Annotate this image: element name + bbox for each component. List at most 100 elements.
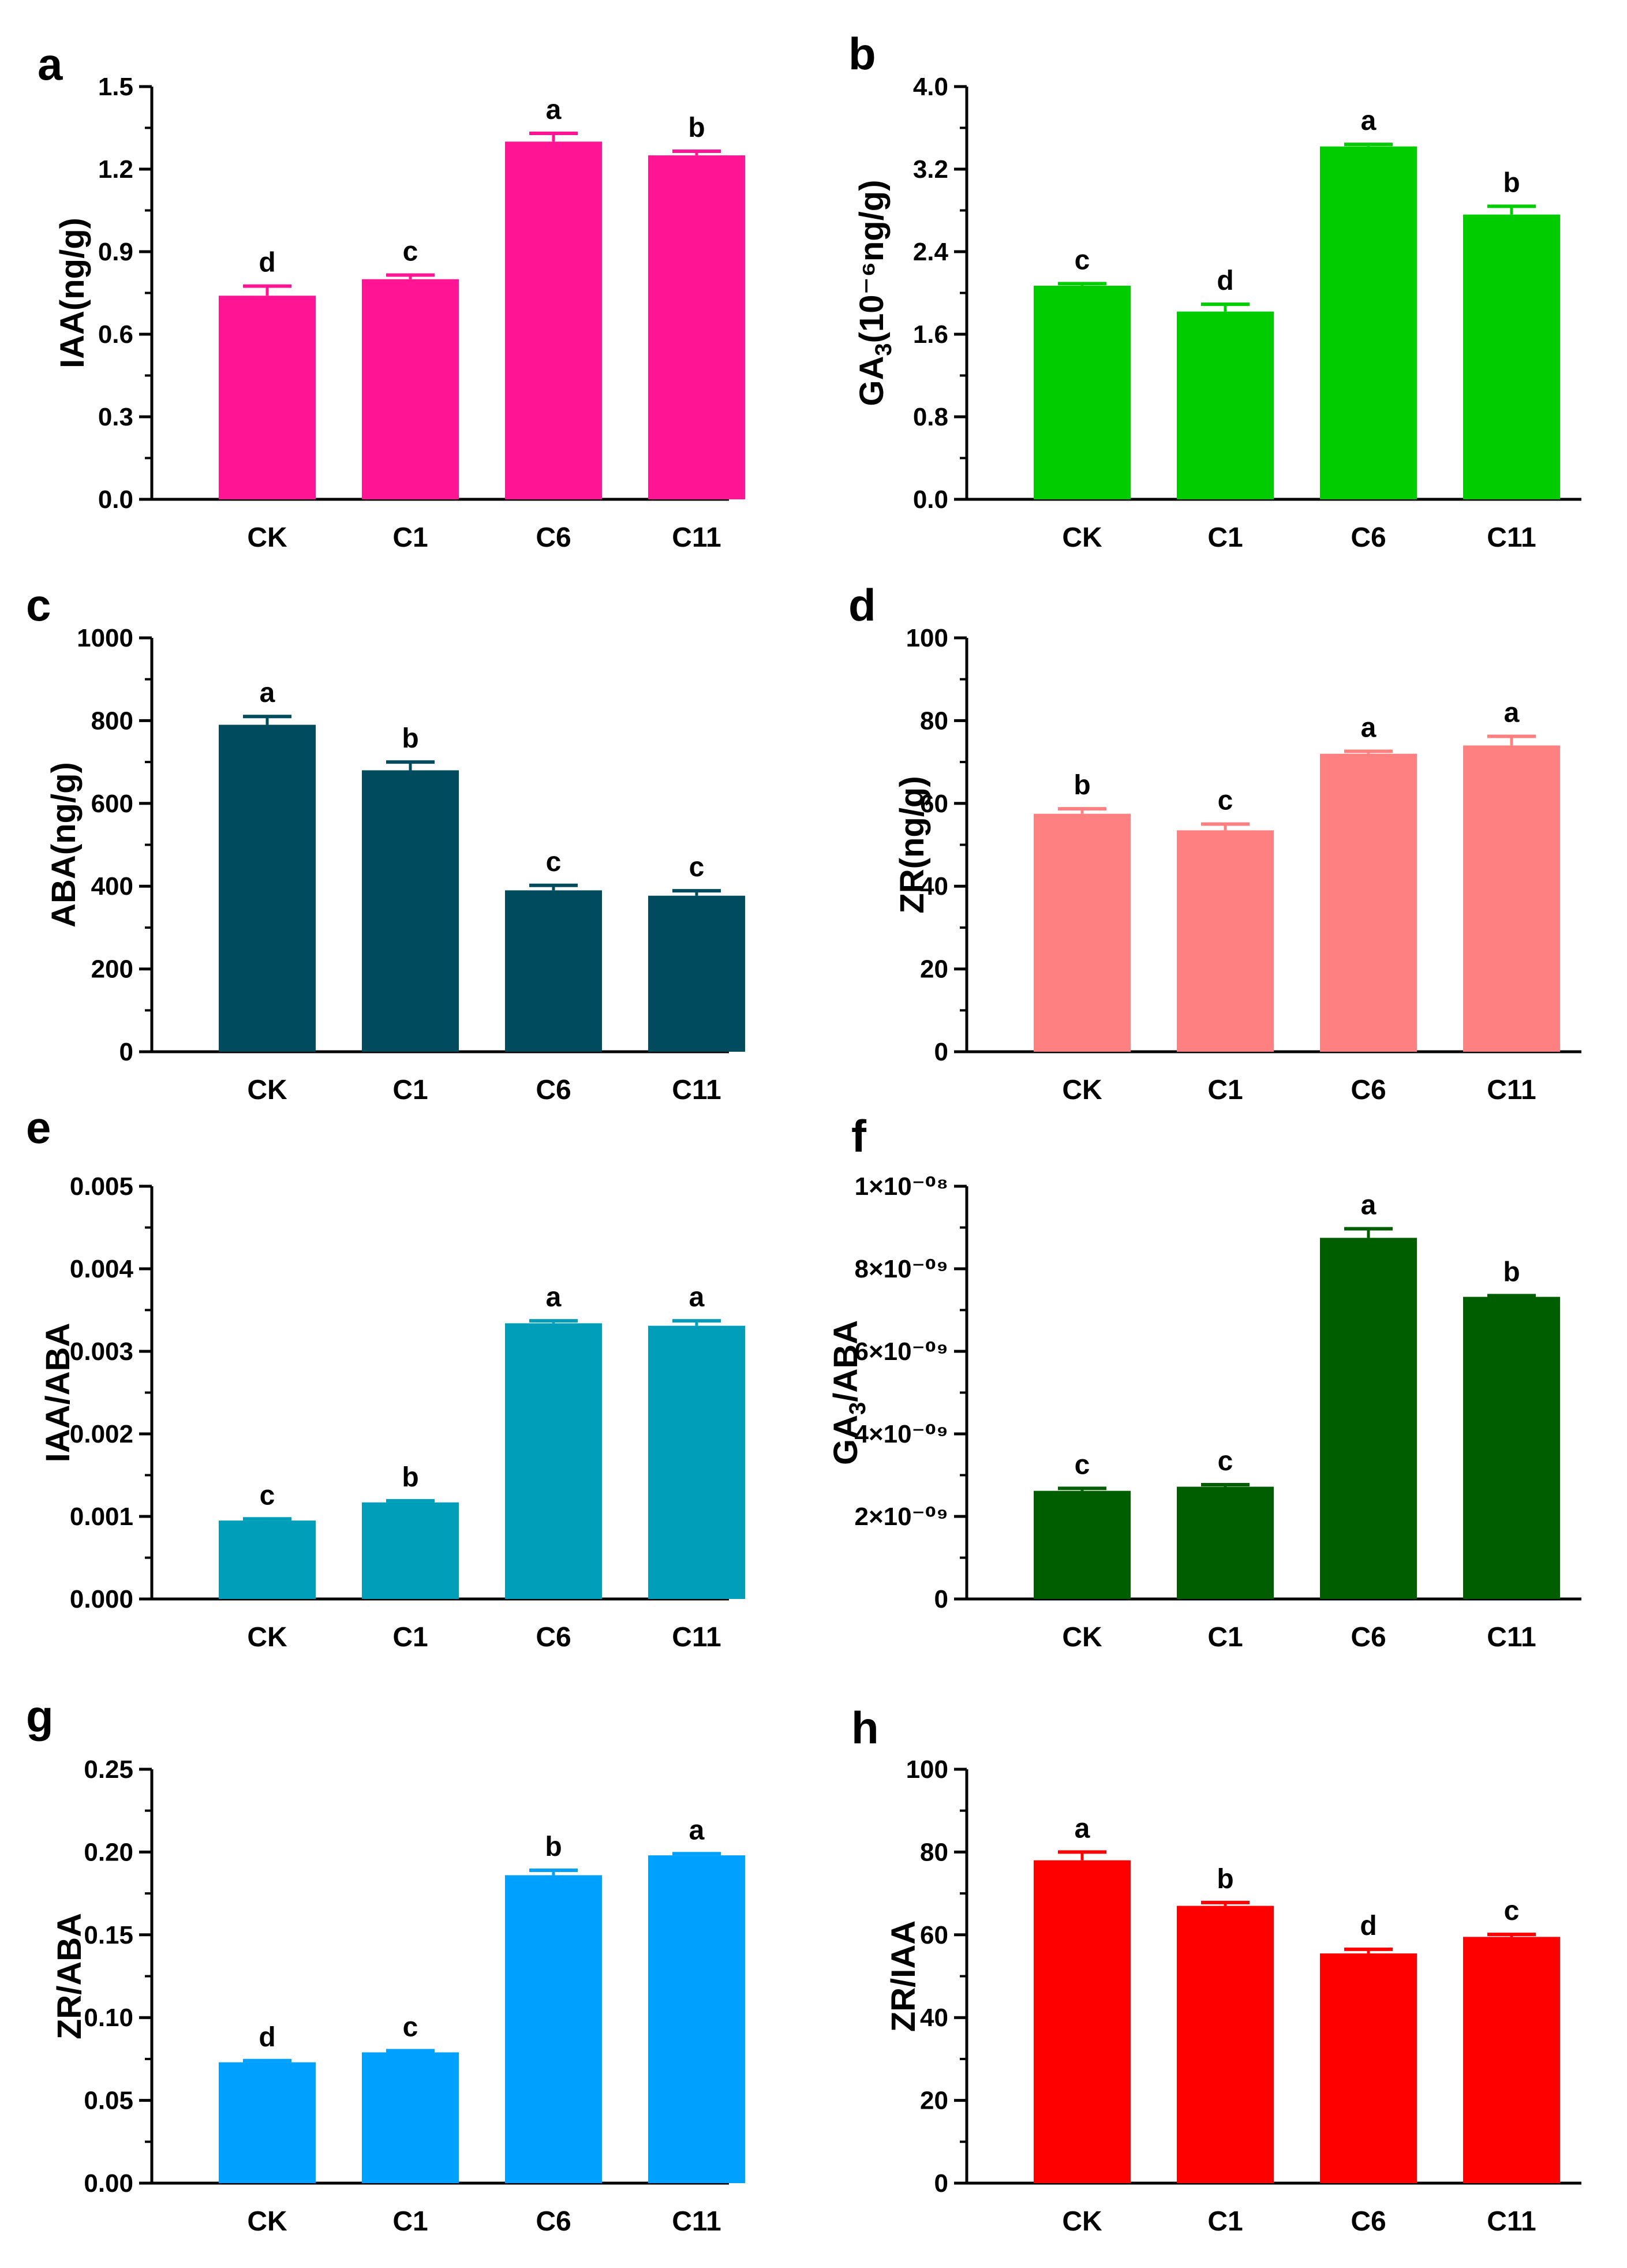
y-tick-label: 200 — [91, 955, 133, 984]
bar-C6 — [505, 1875, 602, 2183]
y-axis-title-main: ABA(ng/g) — [45, 762, 83, 928]
y-axis-title-subscript: 3 — [845, 1402, 870, 1415]
bar-C11 — [648, 895, 745, 1052]
bar-C6 — [505, 1323, 602, 1599]
y-tick-label: 20 — [920, 955, 948, 984]
significance-letter: b — [1503, 1257, 1520, 1287]
y-axis-title: GA3(10⁻⁶ng/g) — [853, 180, 896, 406]
y-tick-label: 6×10⁻⁰⁹ — [855, 1337, 949, 1366]
y-tick-label: 2×10⁻⁰⁹ — [855, 1503, 949, 1531]
y-tick-label: 0.3 — [98, 403, 133, 431]
y-tick-label: 0.001 — [70, 1503, 133, 1531]
significance-letter: a — [1504, 698, 1520, 728]
x-tick-label: C1 — [392, 2206, 428, 2237]
bar-C11 — [1463, 745, 1560, 1052]
significance-letter: a — [1361, 1190, 1377, 1221]
bar-C1 — [362, 770, 459, 1052]
y-axis-title: IAA/ABA — [39, 1323, 77, 1463]
y-tick-label: 0 — [934, 1585, 948, 1613]
significance-letter: c — [1075, 1449, 1090, 1480]
y-tick-label: 0.20 — [84, 1838, 133, 1866]
x-tick-label: CK — [1062, 522, 1102, 553]
x-tick-label: C1 — [1207, 1075, 1243, 1105]
bar-CK — [1034, 1490, 1131, 1599]
chart-panel-d: d 0 20 40 60 80 100 ZR(ng/g) b CK c C1 a C6 a C11 — [848, 580, 1581, 1105]
chart-panel-h: h 0 20 40 60 80 100 ZR/IAA a CK b C1 d C6 c C11 — [851, 1702, 1581, 2237]
y-axis-title-rest: /ABA — [827, 1320, 865, 1402]
x-tick-label: CK — [247, 1622, 287, 1653]
chart-panel-g: g 0.00 0.05 0.10 0.15 0.20 0.25 ZR/ABA d CK c C1 b C6… — [26, 1691, 745, 2237]
y-tick-label: 0 — [934, 2169, 948, 2198]
panel-label: c — [26, 580, 51, 630]
y-tick-label: 800 — [91, 707, 133, 735]
panel-label: d — [848, 580, 876, 630]
x-tick-label: C1 — [1207, 1622, 1243, 1653]
y-axis-title-main: IAA/ABA — [39, 1323, 77, 1463]
x-tick-label: C6 — [1351, 1075, 1386, 1105]
x-tick-label: C11 — [672, 1075, 721, 1105]
x-tick-label: CK — [1062, 2206, 1102, 2237]
chart-panel-b: b 0.0 0.8 1.6 2.4 3.2 4.0 GA3(10⁻⁶ng/g) c CK d C1 a C… — [848, 28, 1581, 553]
x-tick-label: C1 — [392, 1075, 428, 1105]
y-tick-label: 0.003 — [70, 1337, 133, 1366]
y-tick-label: 20 — [920, 2087, 948, 2115]
x-tick-label: C1 — [1207, 2206, 1243, 2237]
y-tick-label: 0.10 — [84, 2004, 133, 2032]
y-axis-title: ABA(ng/g) — [45, 762, 83, 928]
significance-letter: a — [546, 1282, 562, 1313]
significance-letter: a — [1075, 1813, 1090, 1844]
y-tick-label: 40 — [920, 872, 948, 901]
x-tick-label: C1 — [1207, 522, 1243, 553]
y-tick-label: 0.005 — [70, 1172, 133, 1201]
bar-CK — [219, 1520, 316, 1599]
y-tick-label: 0.0 — [913, 485, 948, 514]
bar-C6 — [505, 141, 602, 500]
y-tick-label: 0.25 — [84, 1755, 133, 1784]
x-tick-label: C11 — [1487, 2206, 1536, 2237]
x-tick-label: CK — [247, 1075, 287, 1105]
x-tick-label: C11 — [1487, 522, 1536, 553]
y-tick-label: 400 — [91, 872, 133, 901]
panel-label: h — [851, 1702, 879, 1753]
y-axis-title: GA3/ABA — [827, 1320, 870, 1465]
y-tick-label: 2.4 — [913, 238, 949, 266]
significance-letter: b — [402, 1462, 418, 1493]
y-tick-label: 3.2 — [913, 155, 948, 184]
y-tick-label: 60 — [920, 1921, 948, 1949]
x-tick-label: CK — [1062, 1622, 1102, 1653]
bar-CK — [1034, 285, 1131, 499]
bar-C11 — [1463, 1296, 1560, 1599]
x-tick-label: C6 — [1351, 1622, 1386, 1653]
significance-letter: c — [1504, 1896, 1520, 1926]
significance-letter: a — [260, 678, 275, 708]
panel-label: a — [38, 39, 63, 89]
y-axis-title-main: ZR/IAA — [885, 1920, 922, 2032]
x-tick-label: C11 — [672, 2206, 721, 2237]
y-tick-label: 0.000 — [70, 1585, 133, 1613]
significance-letter: c — [1218, 1446, 1233, 1477]
x-tick-label: C6 — [536, 1075, 571, 1105]
panel-label: f — [851, 1111, 867, 1161]
x-tick-label: CK — [1062, 1075, 1102, 1105]
significance-letter: a — [689, 1815, 705, 1845]
y-axis-title: ZR(ng/g) — [893, 776, 931, 913]
bar-C11 — [648, 155, 745, 500]
bar-CK — [1034, 813, 1131, 1052]
x-tick-label: C6 — [536, 522, 571, 553]
x-tick-label: C1 — [392, 522, 428, 553]
y-tick-label: 80 — [920, 707, 948, 735]
bar-C1 — [362, 2052, 459, 2183]
bar-C1 — [362, 1502, 459, 1599]
y-tick-label: 0.9 — [98, 238, 133, 266]
y-axis-title: ZR/IAA — [885, 1920, 922, 2032]
bar-C6 — [1320, 1238, 1417, 1599]
significance-letter: d — [259, 2022, 275, 2053]
x-tick-label: C11 — [672, 522, 721, 553]
y-tick-label: 0.05 — [84, 2087, 133, 2115]
significance-letter: b — [402, 723, 418, 754]
significance-letter: c — [403, 237, 418, 267]
bar-C11 — [648, 1325, 745, 1599]
significance-letter: a — [1361, 712, 1377, 743]
y-axis-title-main: IAA(ng/g) — [54, 218, 91, 368]
x-tick-label: C11 — [1487, 1622, 1536, 1653]
